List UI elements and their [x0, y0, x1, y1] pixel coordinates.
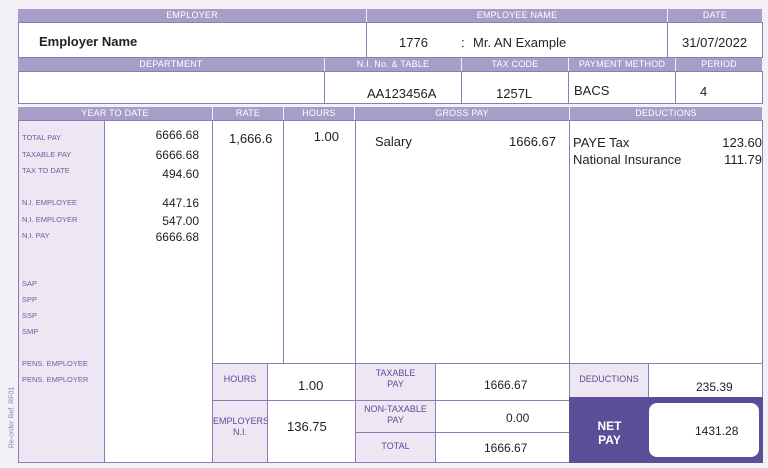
employee-name-header: EMPLOYEE NAME — [367, 9, 667, 22]
non-taxable-pay-label-box: NON-TAXABLE PAY — [355, 400, 436, 433]
tax-code: 1257L — [496, 86, 533, 101]
ytd-label-sap: SAP — [22, 279, 38, 288]
employers-ni-label: EMPLOYERS N.I. — [213, 416, 270, 437]
ytd-label-ssp: SSP — [22, 311, 38, 320]
ytd-value-tax-to-date: 494.60 — [162, 167, 199, 181]
ytd-label-spp: SPP — [22, 295, 38, 304]
ytd-label-pens-employee: PENS. EMPLOYEE — [22, 359, 88, 368]
date-header: DATE — [668, 9, 762, 22]
ytd-label-ni-pay: N.I. PAY — [22, 231, 50, 240]
ytd-label-total-pay: TOTAL PAY — [22, 133, 62, 142]
ytd-values-panel — [104, 120, 213, 463]
ytd-value-ni-pay: 6666.68 — [155, 230, 199, 244]
total-hours-label: HOURS — [223, 374, 257, 384]
ytd-label-pens-employer: PENS. EMPLOYER — [22, 375, 89, 384]
employee-name: Mr. AN Example — [473, 35, 567, 50]
employer-name-cell: Employer Name — [18, 22, 367, 58]
total-value: 1666.67 — [484, 441, 528, 455]
ytd-label-tax-to-date: TAX TO DATE — [22, 166, 70, 175]
rate-header: RATE — [213, 107, 283, 120]
payment-method: BACS — [574, 83, 610, 98]
payment-method-cell: BACS — [568, 71, 676, 104]
tax-code-cell: 1257L — [461, 71, 569, 104]
hours-panel — [283, 120, 356, 364]
rate-panel — [212, 120, 284, 364]
net-pay-value-box: 1431.28 — [649, 403, 759, 457]
deductions-total-label-box: DEDUCTIONS — [569, 363, 649, 398]
date-cell: 31/07/2022 — [667, 22, 763, 58]
gross-item-name: Salary — [375, 134, 412, 149]
employee-name-cell: 1776 : Mr. AN Example — [366, 22, 668, 58]
net-pay-value: 1431.28 — [695, 424, 739, 438]
total-hours-label-box: HOURS — [212, 363, 268, 401]
ni-number: AA123456A — [367, 86, 437, 101]
ni-number-cell: AA123456A — [324, 71, 462, 104]
deduction-item-name: PAYE Tax — [573, 135, 630, 150]
net-pay-label: NET PAY — [597, 419, 622, 447]
employee-number: 1776 — [399, 35, 428, 50]
gross-pay-panel — [355, 120, 570, 364]
taxable-pay-label-box: TAXABLE PAY — [355, 363, 436, 401]
ytd-label-ni-employer: N.I. EMPLOYER — [22, 215, 78, 224]
total-label-box: TOTAL — [355, 432, 436, 463]
deduction-item-name: National Insurance — [573, 152, 682, 167]
department-header: DEPARTMENT — [18, 58, 324, 71]
rate-value: 1,666.6 — [229, 131, 273, 146]
ytd-value-ni-employer: 547.00 — [162, 214, 199, 228]
hours-header: HOURS — [284, 107, 354, 120]
employer-header: EMPLOYER — [18, 9, 366, 22]
ni-table-header: N.I. No. & TABLE — [325, 58, 461, 71]
ytd-value-total-pay: 6666.68 — [155, 128, 199, 142]
non-taxable-pay-label: NON-TAXABLE PAY — [364, 404, 427, 425]
total-value-box: 1666.67 — [435, 432, 570, 463]
employee-separator: : — [461, 35, 465, 50]
deduction-item-amount: 111.79 — [724, 152, 762, 167]
non-taxable-pay-value-box: 0.00 — [435, 400, 570, 433]
period: 4 — [700, 84, 708, 99]
reorder-ref: Re-order Ref. RF01 — [8, 386, 16, 449]
employer-name: Employer Name — [39, 34, 138, 49]
taxable-pay-value: 1666.67 — [484, 378, 528, 392]
non-taxable-pay-value: 0.00 — [506, 411, 530, 425]
deduction-item-amount: 123.60 — [722, 135, 762, 150]
net-pay-box: NET PAY 1431.28 — [569, 397, 763, 463]
ytd-label-ni-employee: N.I. EMPLOYEE — [22, 198, 78, 207]
deductions-total-value-box: 235.39 — [648, 363, 763, 398]
department-cell — [18, 71, 325, 104]
deductions-header: DEDUCTIONS — [570, 107, 762, 120]
deductions-total-value: 235.39 — [696, 380, 733, 394]
total-hours-value: 1.00 — [298, 378, 324, 393]
hours-value: 1.00 — [313, 129, 339, 144]
gross-item-amount: 1666.67 — [509, 134, 556, 149]
ytd-value-ni-employee: 447.16 — [162, 196, 199, 210]
total-label: TOTAL — [381, 441, 410, 451]
ytd-value-taxable-pay: 6666.68 — [155, 148, 199, 162]
taxable-pay-value-box: 1666.67 — [435, 363, 570, 401]
ytd-label-taxable-pay: TAXABLE PAY — [22, 150, 72, 159]
taxable-pay-label: TAXABLE PAY — [375, 368, 416, 389]
employers-ni-label-box: EMPLOYERS N.I. — [212, 400, 270, 463]
gross-pay-header: GROSS PAY — [355, 107, 569, 120]
payment-method-header: PAYMENT METHOD — [569, 58, 675, 71]
deductions-total-label: DEDUCTIONS — [579, 374, 639, 384]
period-header: PERIOD — [676, 58, 762, 71]
tax-code-header: TAX CODE — [462, 58, 568, 71]
total-hours-value-box: 1.00 — [267, 363, 356, 401]
pay-date: 31/07/2022 — [682, 35, 748, 50]
year-to-date-header: YEAR TO DATE — [18, 107, 212, 120]
employers-ni-value: 136.75 — [287, 419, 327, 434]
ytd-label-smp: SMP — [22, 327, 39, 336]
period-cell: 4 — [675, 71, 763, 104]
ytd-labels-panel — [18, 120, 105, 463]
employers-ni-value-box: 136.75 — [267, 400, 356, 463]
